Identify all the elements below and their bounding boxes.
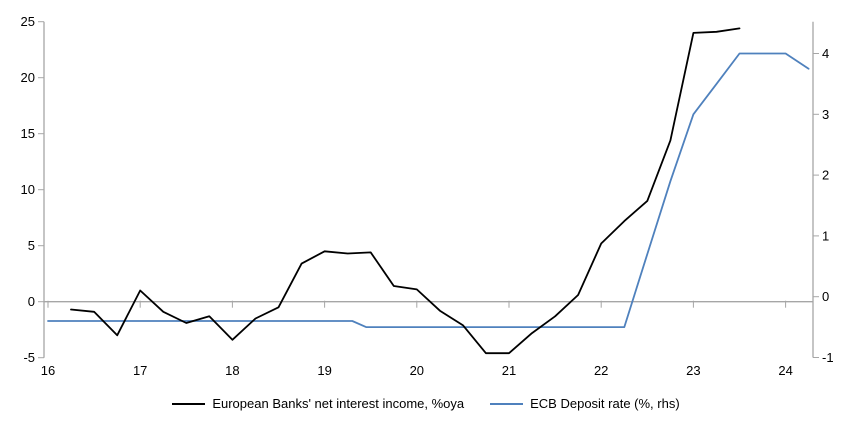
right-axis-tick-label: -1: [822, 350, 834, 365]
x-axis-tick-label: 18: [225, 363, 239, 378]
x-axis-tick-label: 24: [778, 363, 792, 378]
right-axis-tick-label: 2: [822, 168, 829, 183]
x-axis-tick-label: 21: [502, 363, 516, 378]
left-axis-tick-label: 15: [21, 126, 35, 141]
x-axis-labels: 16 17 18 19 20 21 22 23 24: [41, 363, 793, 378]
chart-legend: European Banks' net interest income, %oy…: [0, 396, 852, 411]
nii-line: [70, 27, 741, 355]
zero-gridline: [44, 300, 813, 308]
nii-legend-label: European Banks' net interest income, %oy…: [212, 396, 465, 411]
legend-item-ecb: ECB Deposit rate (%, rhs): [490, 396, 680, 411]
left-axis: 25 20 15 10 5 0 -5: [21, 14, 45, 365]
x-axis-tick-label: 19: [317, 363, 331, 378]
right-axis: 4 3 2 1 0 -1: [812, 21, 834, 365]
left-axis-tick-label: 5: [28, 238, 35, 253]
ecb-deposit-rate-line: [47, 52, 810, 329]
right-axis-tick-label: 3: [822, 107, 829, 122]
legend-item-nii: European Banks' net interest income, %oy…: [172, 396, 464, 411]
right-axis-tick-label: 1: [822, 228, 829, 243]
right-axis-tick-label: 4: [822, 46, 829, 61]
x-axis-tick-label: 17: [133, 363, 147, 378]
ecb-legend-label: ECB Deposit rate (%, rhs): [530, 396, 680, 411]
x-axis-tick-label: 22: [594, 363, 608, 378]
left-axis-tick-label: 20: [21, 70, 35, 85]
left-axis-tick-label: 25: [21, 14, 35, 29]
x-axis-tick-label: 16: [41, 363, 55, 378]
x-axis-tick-label: 23: [686, 363, 700, 378]
left-axis-tick-label: -5: [23, 350, 35, 365]
right-axis-tick-label: 0: [822, 289, 829, 304]
left-axis-tick-label: 10: [21, 182, 35, 197]
left-axis-tick-label: 0: [28, 294, 35, 309]
x-axis-tick-label: 20: [410, 363, 424, 378]
nii-line-swatch: [172, 402, 206, 405]
ecb-line-swatch: [490, 402, 524, 405]
